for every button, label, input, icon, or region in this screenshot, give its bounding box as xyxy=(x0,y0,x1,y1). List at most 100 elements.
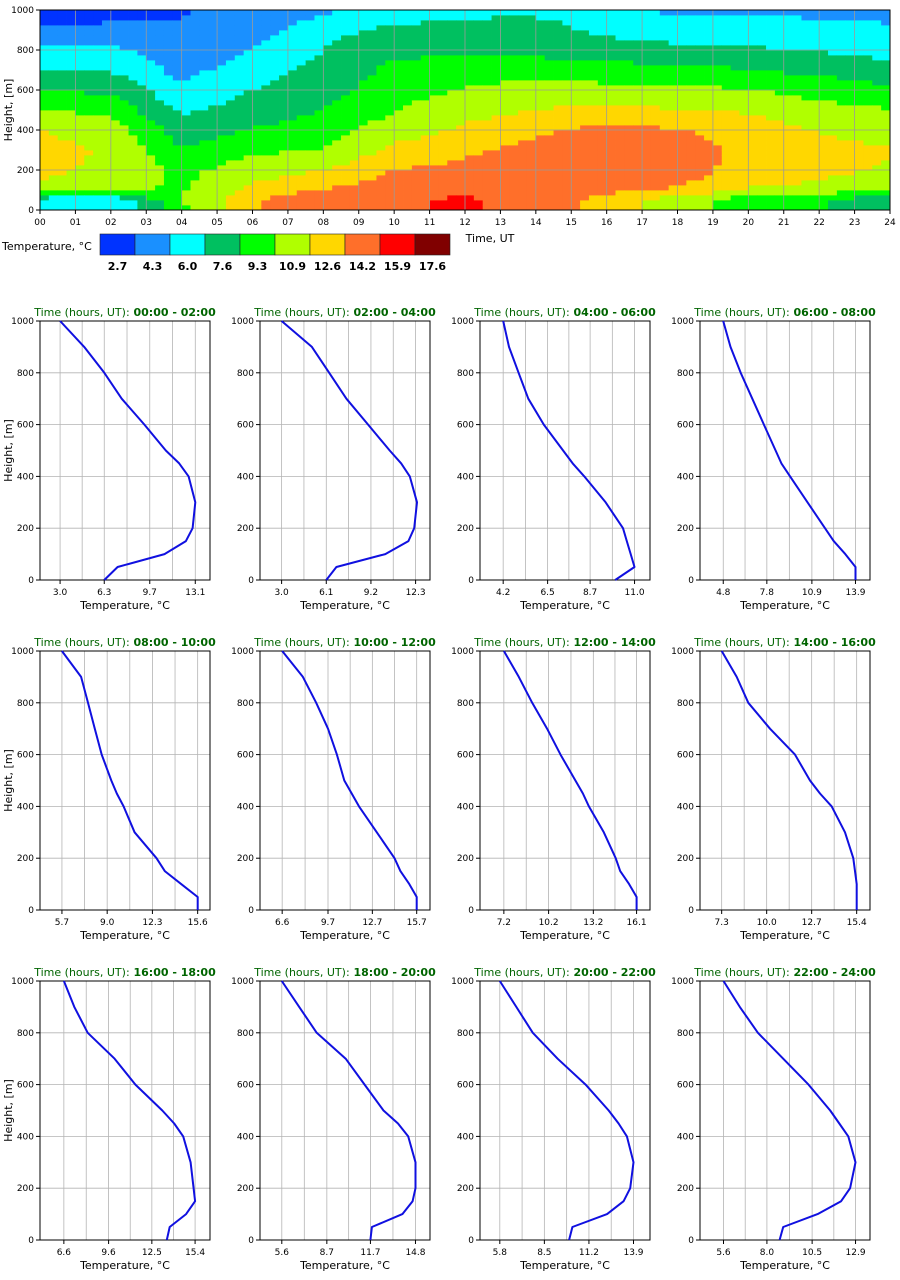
heatmap-cell xyxy=(40,25,50,31)
heatmap-cell xyxy=(500,45,510,51)
heatmap-cell xyxy=(836,165,847,171)
heatmap-cell xyxy=(287,100,298,106)
heatmap-cell xyxy=(801,205,811,211)
heatmap-cell xyxy=(695,185,705,191)
heatmap-cell xyxy=(429,125,439,131)
heatmap-cell xyxy=(261,45,271,51)
heatmap-cell xyxy=(411,135,422,141)
heatmap-cell xyxy=(597,45,608,51)
profile-x-tick-label: 8.7 xyxy=(583,588,597,598)
profile-y-tick-label: 600 xyxy=(677,421,694,431)
profile-grid xyxy=(480,650,650,911)
heatmap-cell xyxy=(349,145,360,151)
heatmap-cell xyxy=(101,10,112,16)
heatmap-cell xyxy=(553,135,563,141)
heatmap-cell xyxy=(766,70,776,76)
heatmap-cell xyxy=(633,35,643,41)
profile-y-tick-label: 1000 xyxy=(451,317,474,327)
heatmap-cell xyxy=(633,75,643,81)
heatmap-cell xyxy=(819,65,829,71)
heatmap-cell xyxy=(358,170,368,176)
profile-y-tick-label: 400 xyxy=(677,1132,694,1142)
heatmap-cell xyxy=(854,110,864,116)
heatmap-cell xyxy=(110,10,121,16)
heatmap-cell xyxy=(642,125,652,131)
heatmap-cell xyxy=(172,55,183,61)
heatmap-cell xyxy=(491,110,501,116)
heatmap-cell xyxy=(571,100,581,106)
heatmap-cell xyxy=(500,140,510,146)
heatmap-cell xyxy=(526,115,537,121)
heatmap-cell xyxy=(447,50,457,56)
heatmap-cell xyxy=(394,85,404,91)
heatmap-cell xyxy=(341,85,351,91)
heatmap-cell xyxy=(429,20,439,26)
heatmap-cell xyxy=(810,160,820,166)
heatmap-cell xyxy=(411,80,422,86)
heatmap-cell xyxy=(650,40,661,46)
heatmap-cell xyxy=(571,140,581,146)
heatmap-cell xyxy=(181,75,191,81)
heatmap-cell xyxy=(252,170,262,176)
heatmap-cell xyxy=(411,60,422,66)
heatmap-cell xyxy=(783,35,793,41)
heatmap-cell xyxy=(863,180,873,186)
heatmap-cell xyxy=(739,140,749,146)
heatmap-cell xyxy=(518,50,528,56)
heatmap-cell xyxy=(801,120,811,126)
profile-title: Time (hours, UT): 20:00 - 22:00 xyxy=(473,966,656,979)
heatmap-cell xyxy=(597,60,608,66)
heatmap-cell xyxy=(562,165,572,171)
heatmap-cell xyxy=(668,25,678,31)
heatmap-cell xyxy=(553,130,563,136)
heatmap-cell xyxy=(225,50,236,56)
heatmap-cell xyxy=(748,85,758,91)
heatmap-cell xyxy=(411,175,422,181)
profile-title-prefix: Time (hours, UT): xyxy=(473,306,569,319)
heatmap-cell xyxy=(854,135,864,141)
heatmap-cell xyxy=(155,50,165,56)
heatmap-cell xyxy=(500,155,510,161)
heatmap-cell xyxy=(580,70,590,76)
heatmap-cell xyxy=(128,75,138,81)
heatmap-cell xyxy=(48,65,59,71)
heatmap-x-axis-label: Time, UT xyxy=(465,232,515,245)
heatmap-cell xyxy=(500,205,510,211)
heatmap-cell xyxy=(686,20,696,26)
heatmap-cell xyxy=(447,190,457,196)
heatmap-cell xyxy=(119,10,129,16)
profile-frame xyxy=(479,320,651,581)
heatmap-cell xyxy=(518,195,528,201)
heatmap-cell xyxy=(137,35,147,41)
heatmap-cell xyxy=(447,25,457,31)
heatmap-cell xyxy=(296,45,307,51)
heatmap-cell xyxy=(712,90,723,96)
heatmap-cell xyxy=(40,35,50,41)
heatmap-cell xyxy=(491,165,501,171)
heatmap-cell xyxy=(429,35,439,41)
heatmap-cell xyxy=(881,45,891,51)
heatmap-cell xyxy=(217,20,227,26)
heatmap-cell xyxy=(75,180,85,186)
heatmap-cell xyxy=(659,30,670,36)
heatmap-cell xyxy=(704,75,714,81)
heatmap-cell xyxy=(721,95,732,101)
heatmap-cell xyxy=(588,90,599,96)
heatmap-cell xyxy=(535,185,546,191)
heatmap-cell xyxy=(40,105,50,111)
profile-x-tick-label: 12.7 xyxy=(362,918,382,928)
heatmap-cell xyxy=(199,10,209,16)
heatmap-cell xyxy=(783,100,793,106)
heatmap-cell xyxy=(385,20,395,26)
heatmap-cell xyxy=(270,200,280,206)
profile-title-range: 14:00 - 16:00 xyxy=(790,636,876,649)
heatmap-x-tick-label: 10 xyxy=(388,218,400,228)
heatmap-cell xyxy=(465,155,475,161)
heatmap-cell xyxy=(323,120,333,126)
heatmap-cell xyxy=(66,15,76,21)
heatmap-cell xyxy=(686,190,696,196)
heatmap-cell xyxy=(119,100,129,106)
heatmap-cell xyxy=(881,15,891,21)
heatmap-cell xyxy=(287,110,298,116)
heatmap-cell xyxy=(101,105,112,111)
